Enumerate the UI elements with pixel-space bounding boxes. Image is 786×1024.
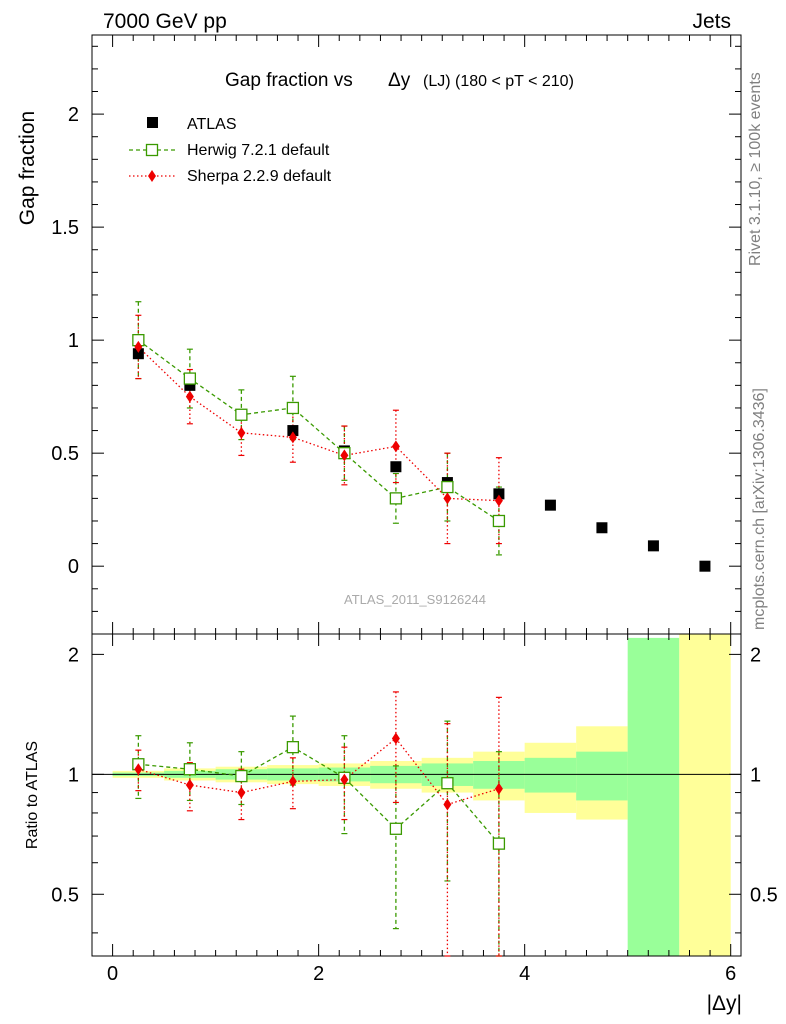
plot-title: Gap fraction vs Δy (LJ) (180 < pT < 210) bbox=[225, 70, 574, 91]
x-tick-label: 4 bbox=[519, 963, 530, 985]
ratio-band-inner bbox=[576, 751, 628, 801]
atlas-data-point bbox=[596, 522, 608, 534]
ratio-tick-label-left: 2 bbox=[68, 644, 79, 666]
legend-marker-herwig bbox=[145, 143, 159, 157]
sherpa-ratio-point bbox=[134, 763, 143, 776]
sherpa-ratio-line bbox=[138, 737, 500, 806]
atlas-data-point bbox=[184, 379, 196, 391]
energy-label: 7000 GeV pp bbox=[103, 10, 227, 33]
axis-ticks bbox=[91, 35, 741, 956]
x-tick-label: 0 bbox=[107, 963, 118, 985]
plot-title-main: Gap fraction vs bbox=[225, 70, 353, 91]
ratio-uncertainty-bands bbox=[112, 634, 731, 956]
atlas-data-point bbox=[390, 461, 402, 473]
sherpa-ratio-point bbox=[340, 773, 349, 786]
ratio-band-outer bbox=[679, 634, 731, 956]
x-tick-label: 2 bbox=[313, 963, 324, 985]
herwig-point bbox=[235, 408, 248, 421]
ratio-plot-data bbox=[132, 691, 506, 957]
ratio-tick-label-left: 0.5 bbox=[51, 884, 79, 906]
sherpa-ratio-point bbox=[391, 732, 400, 745]
atlas-data-point bbox=[699, 560, 711, 572]
atlas-data-point bbox=[647, 540, 659, 552]
legend-label-atlas: ATLAS bbox=[187, 116, 237, 133]
atlas-data-point bbox=[132, 348, 144, 360]
atlas-data-point bbox=[287, 425, 299, 437]
herwig-ratio-point bbox=[235, 769, 248, 783]
sherpa-point bbox=[134, 340, 143, 353]
y-tick-label: 1 bbox=[68, 330, 79, 352]
legend: ATLAS Herwig 7.2.1 default Sherpa 2.2.9 … bbox=[129, 116, 332, 185]
herwig-ratio-point bbox=[183, 763, 197, 776]
herwig-ratio-line bbox=[138, 746, 500, 845]
y-tick-label: 0 bbox=[68, 556, 79, 578]
legend-label-herwig: Herwig 7.2.1 default bbox=[187, 142, 330, 159]
sherpa-ratio-point bbox=[185, 779, 194, 792]
herwig-point bbox=[492, 514, 506, 528]
category-label: Jets bbox=[692, 10, 731, 33]
herwig-point bbox=[389, 492, 403, 505]
axis-tick-labels: 0 2 4 6 0 0.5 1 1.5 2 0.5 0.5 1 1 2 2 bbox=[51, 104, 778, 985]
plot-title-symbol: Δy bbox=[388, 70, 411, 91]
herwig-point bbox=[183, 372, 197, 385]
y-tick-label: 0.5 bbox=[51, 443, 79, 465]
ratio-tick-label-right: 2 bbox=[750, 644, 761, 666]
herwig-point bbox=[441, 480, 454, 494]
ratio-tick-label-right: 1 bbox=[750, 764, 761, 786]
ratio-tick-label-left: 1 bbox=[68, 764, 79, 786]
herwig-ratio-point bbox=[492, 837, 506, 850]
sherpa-ratio-point bbox=[288, 775, 297, 788]
y-tick-label: 2 bbox=[68, 104, 79, 126]
ratio-band-inner bbox=[627, 637, 680, 956]
sherpa-ratio-point bbox=[237, 786, 246, 799]
herwig-line bbox=[137, 339, 500, 522]
legend-marker-atlas bbox=[147, 117, 158, 128]
sherpa-point bbox=[288, 431, 297, 444]
x-axis-title: |Δy| bbox=[707, 992, 742, 1015]
herwig-point bbox=[286, 401, 300, 415]
sherpa-ratio-point bbox=[443, 798, 452, 811]
sherpa-point bbox=[443, 492, 452, 505]
rivet-version-label: Rivet 3.1.10, ≥ 100k events bbox=[747, 72, 764, 266]
sherpa-ratio-point bbox=[494, 782, 503, 795]
ratio-axis-title: Ratio to ATLAS bbox=[24, 741, 41, 849]
legend-marker-sherpa bbox=[148, 170, 156, 182]
x-tick-label: 6 bbox=[725, 963, 736, 985]
sherpa-point bbox=[185, 390, 194, 403]
main-plot-data bbox=[132, 301, 711, 572]
analysis-tag: ATLAS_2011_S9126244 bbox=[344, 592, 486, 607]
atlas-data-point bbox=[493, 488, 505, 500]
ratio-band-inner bbox=[524, 757, 577, 793]
ratio-tick-label-right: 0.5 bbox=[750, 884, 778, 906]
sherpa-point bbox=[391, 440, 400, 453]
mcplots-label: mcplots.cern.ch [arXiv:1306.3436] bbox=[751, 388, 768, 630]
y-tick-label: 1.5 bbox=[51, 217, 79, 239]
sherpa-point bbox=[340, 449, 349, 462]
sherpa-point bbox=[494, 494, 503, 507]
y-axis-title: Gap fraction bbox=[16, 111, 39, 225]
plot-title-suffix: (LJ) (180 < pT < 210) bbox=[423, 73, 574, 90]
herwig-ratio-point bbox=[441, 777, 454, 790]
atlas-data-point bbox=[544, 499, 556, 511]
herwig-ratio-point bbox=[389, 822, 403, 835]
ratio-plot-frame bbox=[91, 633, 742, 957]
herwig-ratio-point bbox=[286, 741, 300, 754]
sherpa-point bbox=[237, 426, 246, 439]
legend-label-sherpa: Sherpa 2.2.9 default bbox=[187, 168, 332, 185]
